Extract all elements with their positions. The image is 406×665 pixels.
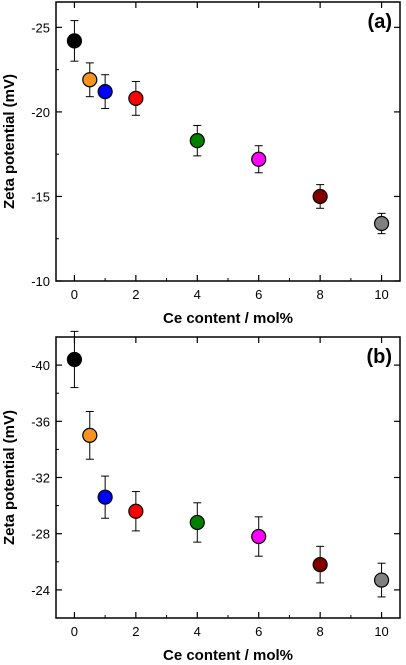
data-point <box>251 151 267 167</box>
y-tick-label: -15 <box>31 189 50 204</box>
x-axis-title: Ce content / mol% <box>163 647 293 664</box>
data-point <box>251 528 267 545</box>
data-point <box>312 188 328 205</box>
plot-frame <box>55 336 401 619</box>
y-axis-title: Zeta potential (mV) <box>1 410 18 545</box>
y-axis-title: Zeta potential (mV) <box>1 74 18 209</box>
panel-label: (b) <box>366 346 392 368</box>
x-tick-label: 0 <box>71 624 78 639</box>
y-tick-label: -24 <box>31 583 50 598</box>
data-point <box>97 489 113 505</box>
data-point <box>66 351 83 368</box>
data-point <box>97 84 113 100</box>
y-tick-label: -20 <box>31 105 50 120</box>
x-tick-label: 10 <box>374 624 388 639</box>
x-tick-label: 2 <box>132 624 139 639</box>
y-tick-label: -10 <box>31 274 50 289</box>
y-tick-label: -28 <box>31 527 50 542</box>
x-axis-title: Ce content / mol% <box>163 310 293 327</box>
x-tick-label: 8 <box>317 624 324 639</box>
data-point <box>82 72 98 88</box>
plot-frame <box>55 1 401 282</box>
data-point <box>128 90 144 106</box>
data-point <box>82 427 98 443</box>
y-tick-label: -25 <box>31 20 50 35</box>
x-tick-label: 8 <box>317 287 324 302</box>
data-point <box>128 503 144 519</box>
x-tick-label: 2 <box>132 287 139 302</box>
x-tick-label: 6 <box>255 624 262 639</box>
data-point <box>189 133 205 149</box>
data-point <box>66 33 83 49</box>
y-tick-label: -32 <box>31 471 50 486</box>
x-tick-label: 4 <box>194 287 201 302</box>
panel-a: 0 2 4 6 8 10 -25 -20 -15 -10 Ce content / mol% Zeta… <box>1 1 401 327</box>
x-tick-label: 10 <box>374 287 388 302</box>
data-point <box>312 557 328 573</box>
data-point <box>189 514 205 531</box>
data-point <box>373 572 390 588</box>
y-tick-label: -36 <box>31 414 50 429</box>
panel-b: 0 2 4 6 8 10 -40 -36 -32 -28 -24 Ce content / mol% Z… <box>1 330 401 664</box>
x-tick-label: 4 <box>194 624 201 639</box>
x-tick-label: 6 <box>255 287 262 302</box>
y-tick-label: -40 <box>31 358 50 373</box>
data-point <box>373 215 390 232</box>
panel-label: (a) <box>368 11 392 33</box>
x-tick-label: 0 <box>71 287 78 302</box>
